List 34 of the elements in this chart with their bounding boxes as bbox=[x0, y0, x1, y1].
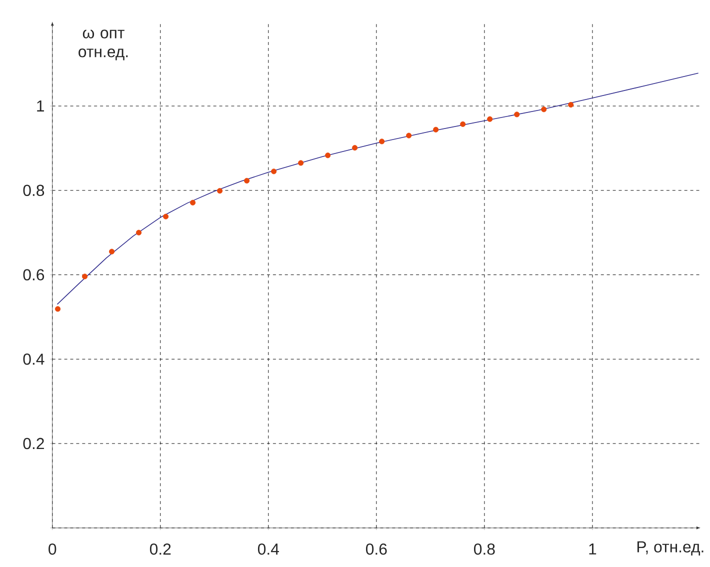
point bbox=[54, 306, 61, 312]
point bbox=[244, 178, 250, 184]
point bbox=[460, 122, 466, 128]
point bbox=[433, 127, 439, 133]
point bbox=[190, 200, 196, 206]
x-tick-label: 0 bbox=[48, 544, 56, 555]
point bbox=[379, 138, 385, 144]
point bbox=[82, 274, 88, 280]
y-axis-title: ω опт отн.ед. bbox=[78, 30, 128, 61]
x-tick-label: 0.6 bbox=[366, 544, 387, 555]
point bbox=[108, 249, 115, 255]
x-tick-label: 1 bbox=[589, 544, 596, 555]
y-tick-label: 1 bbox=[37, 100, 44, 112]
point bbox=[352, 145, 358, 151]
point bbox=[325, 152, 331, 158]
point bbox=[298, 160, 304, 166]
x-tick-label: 0.2 bbox=[150, 544, 171, 555]
point bbox=[568, 102, 574, 108]
point bbox=[271, 168, 277, 174]
point bbox=[541, 106, 547, 112]
y-tick-label: 0.4 bbox=[23, 354, 44, 366]
point bbox=[487, 116, 493, 122]
y-tick-label: 0.8 bbox=[23, 185, 44, 196]
point bbox=[163, 214, 169, 220]
y-tick-label: 0.6 bbox=[23, 269, 44, 281]
y-tick-label: 0.2 bbox=[23, 438, 44, 450]
x-axis-title: P, отн.ед. bbox=[637, 542, 704, 556]
point bbox=[217, 188, 223, 194]
x-tick-label: 0.8 bbox=[474, 544, 495, 555]
point bbox=[136, 230, 142, 236]
point bbox=[406, 133, 412, 139]
line-series bbox=[56, 72, 699, 305]
point bbox=[514, 112, 520, 118]
x-tick-label: 0.4 bbox=[258, 544, 279, 555]
